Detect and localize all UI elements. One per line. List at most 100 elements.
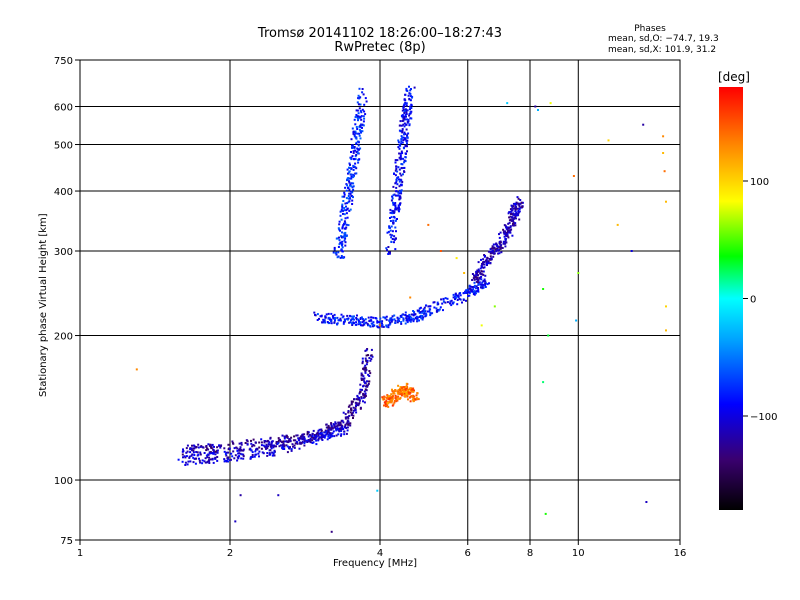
data-point (397, 384, 400, 387)
data-point (310, 436, 313, 439)
data-point (344, 235, 347, 238)
data-point (364, 357, 367, 360)
data-point (369, 325, 372, 328)
data-point (402, 157, 404, 160)
data-point (402, 108, 405, 111)
data-point (542, 381, 545, 384)
data-point (422, 308, 425, 311)
data-point (346, 179, 348, 182)
data-point (459, 298, 462, 301)
data-point (463, 272, 466, 274)
data-point (403, 393, 406, 395)
data-point (341, 206, 344, 209)
data-point (220, 444, 223, 447)
data-point (406, 319, 409, 322)
data-point (456, 294, 459, 297)
data-point (409, 391, 412, 394)
data-point (360, 397, 363, 400)
data-point (352, 146, 355, 149)
data-point (496, 248, 498, 251)
data-point (401, 181, 404, 183)
data-point (401, 129, 404, 132)
data-point (272, 452, 275, 455)
data-point (351, 199, 354, 202)
data-point (512, 221, 515, 224)
data-point (250, 442, 253, 445)
data-point (346, 426, 349, 429)
data-point (351, 155, 354, 158)
data-point (325, 313, 328, 316)
data-point (363, 117, 366, 120)
data-point (337, 251, 340, 254)
data-point (271, 454, 274, 457)
data-point (402, 317, 405, 320)
data-point (468, 294, 471, 297)
data-point (452, 293, 455, 296)
data-point (359, 322, 362, 325)
colorbar-tick-label: −100 (750, 412, 777, 423)
data-point (323, 319, 326, 322)
data-point (392, 390, 395, 393)
data-point (393, 401, 396, 404)
data-point (357, 144, 360, 147)
data-point (398, 202, 401, 205)
data-point (396, 159, 399, 162)
data-point (224, 453, 227, 455)
data-point (402, 136, 405, 139)
data-point (496, 247, 499, 250)
data-point (391, 398, 394, 401)
data-point (492, 243, 495, 246)
data-point (346, 216, 349, 219)
data-point (289, 446, 291, 449)
data-point (348, 192, 351, 195)
data-point (263, 441, 266, 444)
data-point (404, 93, 407, 96)
data-point (277, 441, 280, 444)
data-point (477, 261, 480, 264)
data-point (361, 123, 364, 126)
y-tick-label: 200 (54, 332, 73, 343)
data-point (401, 313, 404, 316)
data-point (359, 116, 362, 119)
data-point (340, 235, 343, 238)
data-point (395, 165, 398, 168)
data-point (451, 302, 454, 305)
data-point (330, 425, 333, 427)
data-point (188, 456, 191, 459)
data-point (362, 324, 364, 327)
data-point (367, 382, 370, 385)
data-point (336, 323, 338, 326)
data-point (352, 409, 355, 412)
data-point (412, 387, 415, 390)
data-point (331, 435, 334, 438)
data-point (135, 368, 138, 371)
data-point (405, 104, 408, 107)
data-point (402, 386, 405, 388)
data-point (395, 179, 398, 182)
data-point (318, 317, 320, 320)
data-point (345, 197, 348, 200)
data-point (462, 299, 465, 301)
data-point (499, 247, 502, 250)
data-point (486, 260, 489, 263)
data-point (400, 167, 403, 170)
data-point (214, 453, 217, 456)
data-point (343, 213, 346, 216)
data-point (216, 449, 219, 452)
data-point (303, 437, 306, 440)
data-point (367, 354, 369, 357)
data-point (449, 300, 452, 303)
data-point (197, 443, 200, 446)
data-point (400, 321, 403, 323)
data-point (645, 501, 648, 503)
data-point (352, 168, 355, 171)
data-point (491, 245, 494, 248)
data-point (394, 208, 397, 211)
data-point (187, 460, 190, 463)
data-point (402, 173, 404, 176)
phases-x-stats: mean, sd,X: 101.9, 31.2 (608, 45, 717, 55)
data-point (335, 425, 338, 428)
data-point (208, 444, 211, 447)
data-point (291, 443, 294, 446)
data-point (320, 429, 323, 432)
